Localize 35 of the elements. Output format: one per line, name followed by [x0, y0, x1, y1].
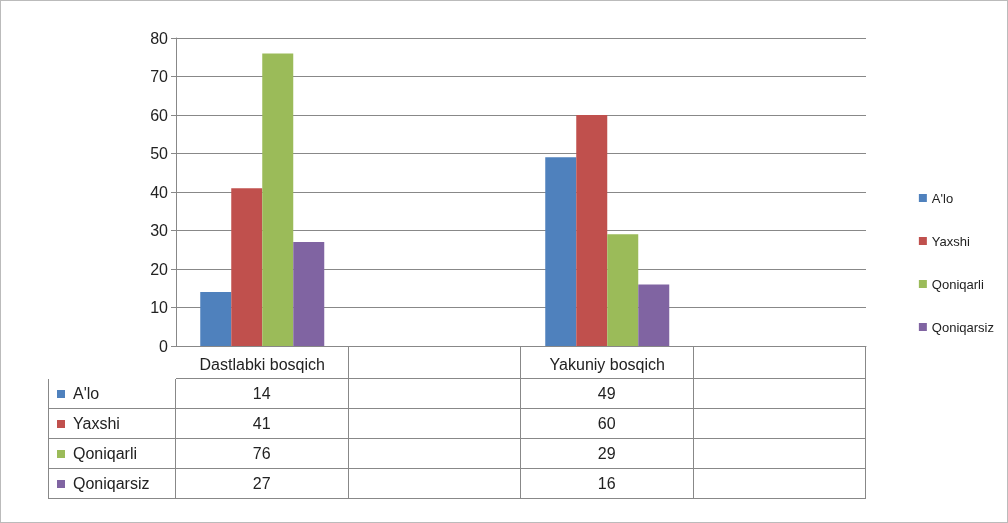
y-tick-label: 30: [150, 222, 169, 239]
text: Qoniqarli: [73, 444, 138, 462]
text: Yaxshi: [73, 414, 120, 432]
legend-label: Yaxshi: [931, 233, 971, 249]
y-tick-label: 50: [150, 145, 169, 162]
data-label: 14: [176, 379, 349, 409]
text: Qoniqarsiz: [73, 474, 150, 492]
bar: [262, 53, 294, 346]
y-tick-label: 70: [150, 68, 169, 85]
bar: [607, 234, 639, 346]
x-tick-label: Dastlabki bosqich: [199, 355, 325, 373]
legend-label: Qoniqarsiz: [931, 319, 994, 335]
bar: [231, 188, 263, 346]
bar: [200, 292, 232, 346]
legend-label: Qoniqarli: [931, 276, 984, 292]
data-label: 27: [176, 469, 349, 499]
data-label: 49: [521, 379, 694, 409]
data-label: 16: [521, 469, 694, 499]
y-tick-label: 80: [150, 29, 169, 47]
y-tick-label: 40: [150, 183, 169, 201]
bar: [293, 242, 325, 346]
y-tick-label: 60: [150, 106, 169, 124]
data-label: 60: [521, 409, 694, 439]
data-label: 29: [521, 439, 694, 469]
x-tick-label: Yakuniy bosqich: [549, 355, 665, 373]
data-label: 41: [176, 409, 349, 439]
y-tick-label: 20: [150, 260, 169, 278]
y-tick-label: 0: [159, 337, 169, 355]
bar: [576, 115, 608, 346]
y-tick-label: 10: [150, 299, 169, 316]
bar: [638, 284, 670, 346]
legend-label: A'lo: [931, 190, 954, 206]
bar: [545, 157, 577, 346]
text: A'lo: [73, 384, 100, 402]
data-label: 76: [176, 439, 349, 469]
